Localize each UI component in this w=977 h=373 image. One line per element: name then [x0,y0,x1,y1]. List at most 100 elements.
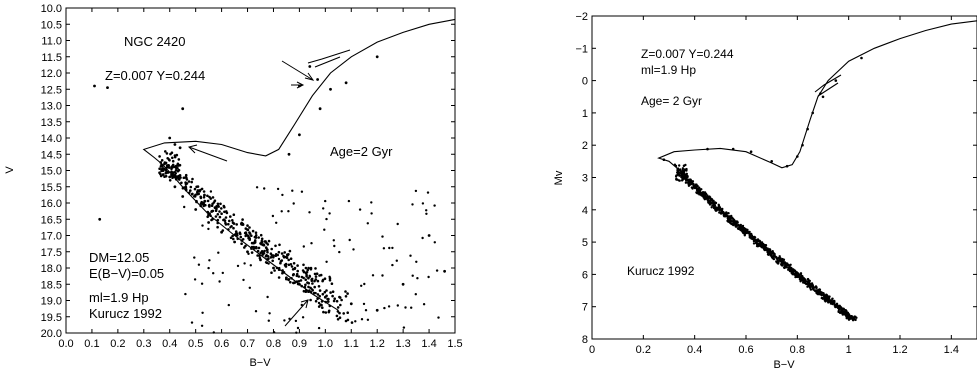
star-point [307,281,311,285]
x-tick-label: 0.8 [790,344,805,356]
y-tick-label: 13.0 [41,101,62,113]
star-point [760,244,763,247]
star-point [267,262,270,265]
star-point [259,233,263,237]
star-point [292,202,295,205]
star-point [283,251,287,254]
star-point [833,304,836,307]
star-point [396,304,399,307]
annotation-reddening: E(B−V)=0.05 [89,266,164,281]
star-point [694,183,698,186]
star-point [210,204,214,207]
star-point [371,274,375,277]
arrow-giant-left [281,60,315,81]
star-point [366,222,369,225]
star-point [819,293,822,296]
star-point [193,256,196,259]
star-point [732,223,735,227]
star-point [689,179,692,182]
star-point [799,272,803,275]
star-point [331,294,334,298]
star-point [828,295,831,298]
isochrone-curve-left [142,18,456,311]
star-point [203,199,206,203]
star-point [787,266,790,270]
star-point [695,191,698,194]
annotation-mixing-length-right: ml=1.9 Hp [641,63,696,77]
star-point [214,215,218,218]
star-point [778,255,781,258]
star-point [171,159,175,163]
star-point [177,176,180,180]
star-point [290,265,294,268]
star-point [281,193,284,197]
isochrone-curve-right [657,20,977,175]
star-point [316,279,320,283]
star-point [272,254,275,257]
star-point [340,298,343,302]
star-point [231,234,234,238]
star-point [836,304,839,307]
star-point [241,223,245,226]
star-point [810,282,814,285]
annotation-composition-left: Z=0.007 Y=0.244 [105,68,205,83]
x-tick-label: 1.4 [944,344,959,356]
star-point [411,274,414,277]
y-tick-label: 7 [582,302,588,314]
star-point [262,243,266,246]
star-point [167,166,171,169]
star-point [235,223,238,226]
star-point [307,266,310,270]
star-point [232,213,236,216]
star-point [280,252,284,255]
star-point [426,191,430,194]
star-point [194,208,198,211]
star-point [322,207,325,210]
annotation-mixing-length-left: ml=1.9 Hp [89,290,149,305]
star-point [366,318,370,321]
star-point [269,256,273,259]
star-point [806,277,810,281]
star-point [336,310,340,313]
star-point [786,262,789,265]
star-point [780,263,783,266]
star-point [421,202,425,205]
star-point [335,299,339,303]
star-point [314,299,318,303]
star-point [363,282,366,286]
star-point [735,224,738,227]
star-point [213,199,217,202]
star-point [315,272,319,276]
y-tick-label: 16.0 [41,198,62,210]
star-point [322,310,325,314]
star-point [325,260,328,263]
star-point [222,218,225,222]
star-point [224,223,228,226]
star-point [265,254,268,257]
star-point [304,290,308,294]
star-point [687,180,691,183]
star-point [831,297,834,300]
star-point [274,254,278,257]
star-point [297,280,301,283]
star-point [711,204,714,207]
star-point [307,285,310,289]
star-point [324,199,327,203]
star-point [682,164,686,168]
star-point [710,198,714,201]
star-point [170,165,173,169]
star-point [176,162,180,166]
star-point [299,279,303,282]
star-point [433,204,436,207]
star-point [246,224,249,227]
star-point [161,173,165,176]
star-point [301,316,305,319]
star-point [211,196,215,199]
star-point [200,324,204,327]
y-tick-label: 14.5 [41,149,62,161]
star-point [336,318,340,321]
arrow-red-clump-left [291,81,305,89]
star-point [811,287,815,291]
star-point [189,185,193,189]
star-point [308,274,311,277]
